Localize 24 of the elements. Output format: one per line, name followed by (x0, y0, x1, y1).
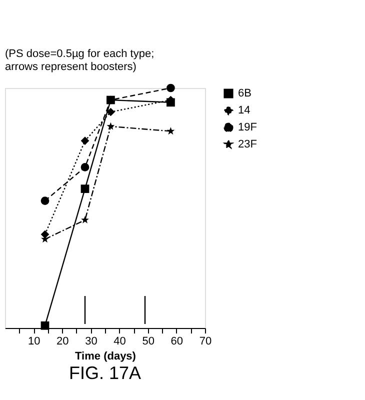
legend-label: 14 (238, 104, 250, 116)
x-tick-label: 70 (199, 336, 212, 348)
caption: FIG. 17A (68, 363, 142, 383)
x-tick-label: 20 (56, 336, 69, 348)
x-tick-label: 40 (114, 336, 126, 348)
legend-label: 23F (238, 138, 258, 150)
x-tick-label: 30 (85, 336, 98, 348)
x-axis-title: Time (days) (75, 350, 136, 362)
point (80, 163, 90, 172)
point (80, 184, 90, 193)
point (166, 127, 175, 135)
point (106, 122, 115, 130)
legend-label: 6B (238, 88, 252, 100)
point (106, 108, 115, 116)
point (40, 196, 50, 205)
x-tick-label: 60 (170, 336, 184, 348)
point (80, 136, 90, 145)
x-tick-label: 50 (142, 336, 154, 348)
point (81, 216, 89, 224)
x-tick-label: 10 (28, 336, 40, 348)
point (40, 321, 50, 330)
legend-label: 19F (238, 122, 258, 134)
point (166, 84, 175, 92)
text: (PS dose=0.5µg for each type; arrows represent boosters) (5, 48, 154, 73)
